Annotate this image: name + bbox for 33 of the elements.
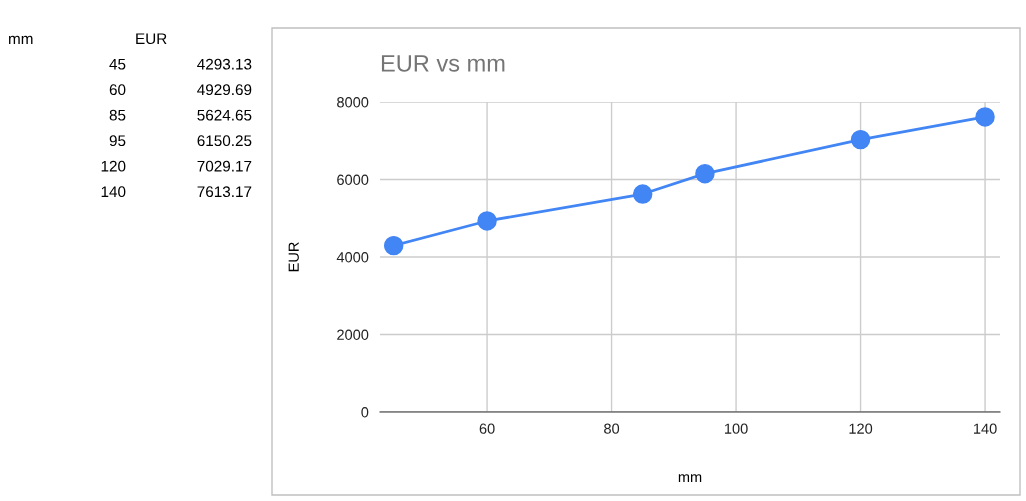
x-tick-label: 80 <box>604 423 620 434</box>
text: 95 <box>109 135 126 147</box>
x-tick-label: 60 <box>479 423 495 434</box>
y-tick-label: 6000 <box>337 174 369 185</box>
text: 6150.25 <box>197 135 252 147</box>
text: 120 <box>101 160 126 172</box>
text: mm <box>9 35 33 44</box>
text: 4929.69 <box>197 84 252 96</box>
y-tick-label: 8000 <box>337 97 369 108</box>
y-tick-label: 4000 <box>336 252 369 263</box>
point <box>850 129 871 150</box>
x-axis-title: mm <box>678 474 702 482</box>
x-tick-label: 140 <box>974 423 997 434</box>
text: 85 <box>109 109 126 121</box>
chart-title: EUR vs mm <box>381 55 505 72</box>
y-tick-label: 0 <box>361 407 369 418</box>
text: 60 <box>109 84 126 96</box>
text: 7613.17 <box>197 186 252 198</box>
text: 7029.17 <box>197 160 252 172</box>
text: 5624.65 <box>197 109 252 121</box>
x-tick-label: 100 <box>725 423 748 434</box>
x-tick-label: 120 <box>849 423 873 434</box>
point <box>975 107 995 127</box>
text: 4293.13 <box>197 58 252 70</box>
point <box>383 235 404 256</box>
point <box>632 184 653 204</box>
point <box>477 211 497 231</box>
y-tick-label: 2000 <box>337 329 369 340</box>
text: 45 <box>109 58 126 70</box>
text: EUR <box>136 33 167 45</box>
y-axis-title: EUR <box>288 242 299 272</box>
point <box>695 163 715 184</box>
text: 140 <box>101 186 126 198</box>
